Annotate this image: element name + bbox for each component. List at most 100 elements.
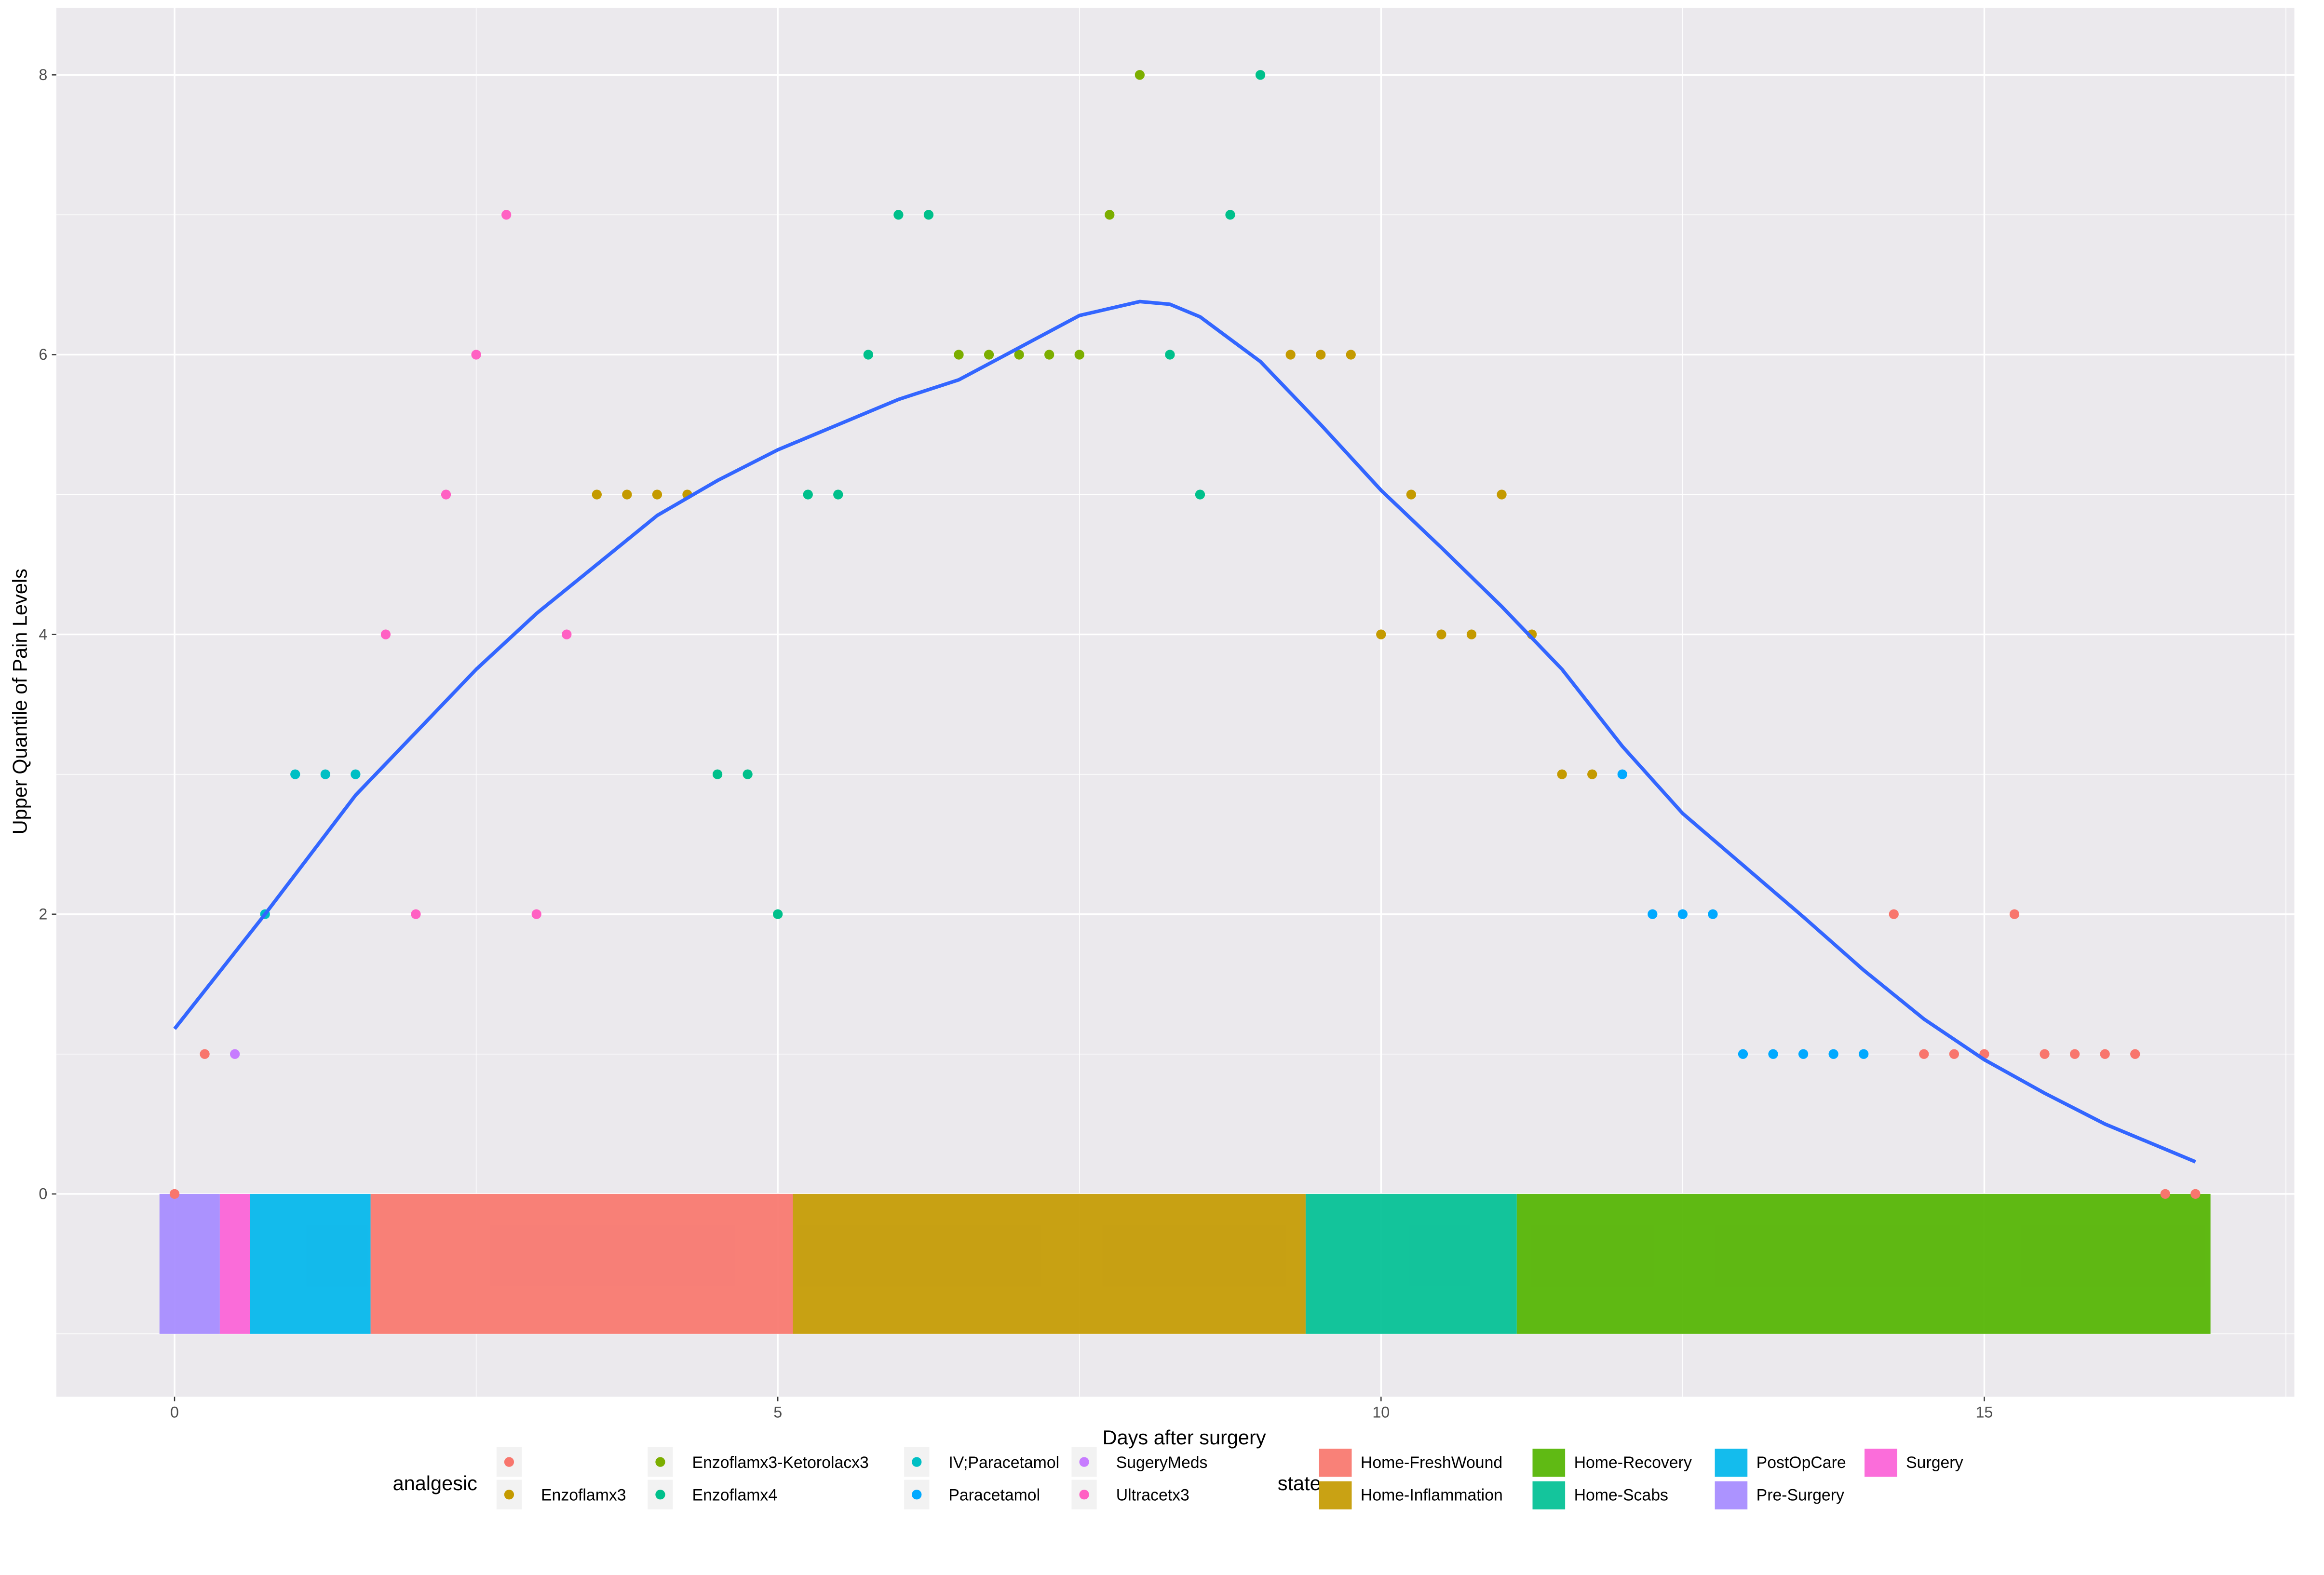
data-point [1617,769,1627,779]
data-point [1316,350,1326,360]
analgesic-legend-label: Ultracetx3 [1116,1486,1189,1505]
state-legend-label: Pre-Surgery [1757,1486,1844,1505]
y-tick-label: 0 [39,1185,47,1203]
data-point [1225,210,1235,220]
data-point [2009,909,2020,919]
y-tick-label: 2 [39,905,47,923]
state-legend-key [1532,1448,1566,1477]
data-point [1677,909,1688,919]
data-point [380,629,391,639]
analgesic-legend-dot [655,1457,665,1467]
state-legend-key [1319,1481,1352,1510]
data-point [2069,1049,2080,1059]
analgesic-legend-dot [912,1490,922,1500]
data-point [1889,909,1899,919]
data-point [441,489,451,500]
state-legend-key [1532,1481,1566,1510]
data-point [1949,1049,1959,1059]
data-point [1859,1049,1869,1059]
analgesic-legend-dot [1079,1457,1089,1467]
data-point [712,769,723,779]
y-tick-label: 8 [39,66,47,83]
data-point [1768,1049,1778,1059]
data-point [1497,489,1507,500]
data-point [1708,909,1718,919]
state-legend-title: state [1278,1472,1321,1494]
x-tick-label: 0 [170,1403,179,1421]
data-point [169,1189,180,1199]
data-point [1255,70,1266,80]
x-tick-label: 5 [773,1403,782,1421]
legend: analgesic Enzoflamx3 Enzoflamx3-Ketorolacx… [393,1447,1963,1510]
data-point [1105,210,1115,220]
state-legend-key [1715,1448,1748,1477]
analgesic-legend-dot [1079,1490,1089,1500]
data-point [652,489,662,500]
x-tick-label: 10 [1372,1403,1390,1421]
data-point [1828,1049,1838,1059]
data-point [954,350,964,360]
analgesic-legend-title: analgesic [393,1472,477,1494]
data-point [1798,1049,1809,1059]
data-point [592,489,602,500]
state-bar-home-recovery [1516,1194,2211,1334]
state-bar-home-inflammation [793,1194,1306,1334]
data-point [773,909,783,919]
points [169,70,2201,1199]
y-axis-label: Upper Quantile of Pain Levels [8,569,31,834]
state-legend-label: PostOpCare [1757,1453,1846,1472]
state-legend-label: Home-Inflammation [1361,1486,1503,1505]
data-point [1919,1049,1929,1059]
data-point [351,769,361,779]
state-bar-home-scabs [1305,1194,1517,1334]
data-point [622,489,632,500]
data-point [1466,629,1477,639]
data-point [1285,350,1296,360]
axis-ticks: 0 5 10 15 0 2 4 6 8 [39,66,1993,1421]
state-legend-label: Home-Recovery [1574,1453,1692,1472]
data-point [803,489,813,500]
plot-panel [56,8,2295,1397]
smooth-line [173,299,2196,1164]
data-point [1376,629,1386,639]
data-point [531,909,541,919]
data-point [2040,1049,2050,1059]
data-point [1165,350,1175,360]
data-point [320,769,330,779]
analgesic-legend-dot [655,1490,665,1500]
analgesic-legend-dot [504,1490,514,1500]
analgesic-legend-label: IV;Paracetamol [948,1453,1059,1472]
smooth-line-group [173,299,2196,1164]
data-point [1135,70,1145,80]
data-point [1406,489,1417,500]
data-point [1014,350,1024,360]
y-tick-label: 4 [39,625,47,643]
data-point [1587,769,1597,779]
state-legend-key [1319,1448,1352,1477]
data-point [893,210,904,220]
state-bar-home-freshwound [370,1194,793,1334]
data-point [1557,769,1567,779]
data-point [501,210,512,220]
data-point [230,1049,240,1059]
data-point [984,350,994,360]
analgesic-legend-label: SugeryMeds [1116,1453,1208,1472]
state-legend-label: Home-FreshWound [1361,1453,1502,1472]
data-point [1074,350,1084,360]
state-bars [159,1194,2211,1334]
data-point [1436,629,1446,639]
x-axis-label: Days after surgery [1103,1426,1266,1449]
data-point [562,629,572,639]
data-point [200,1049,210,1059]
data-point [863,350,873,360]
data-point [1648,909,1658,919]
data-point [1195,489,1205,500]
state-legend-key [1865,1448,1897,1477]
analgesic-legend-dot [504,1457,514,1467]
analgesic-legend-label: Enzoflamx4 [692,1486,778,1505]
data-point [2190,1189,2201,1199]
data-point [471,350,481,360]
analgesic-legend-label: Enzoflamx3-Ketorolacx3 [692,1453,869,1472]
